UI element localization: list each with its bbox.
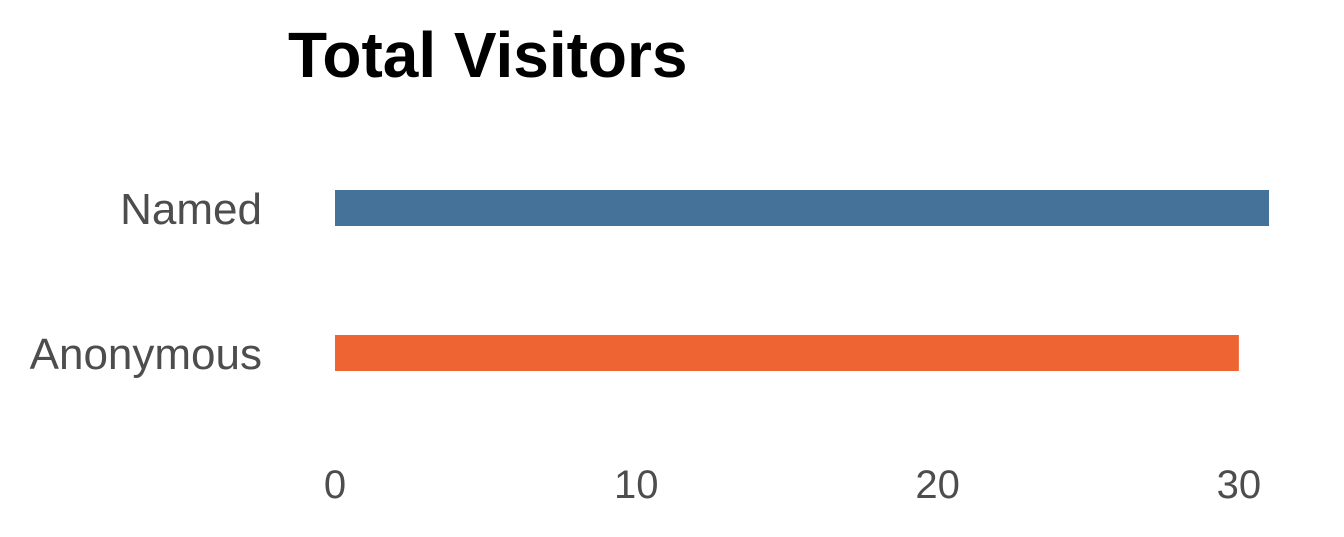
x-tick-label: 20 [915, 463, 960, 507]
bars-group [335, 190, 1269, 371]
category-labels-group: Named Anonymous [30, 185, 262, 379]
x-axis-ticks-group: 0 10 20 30 [324, 463, 1261, 507]
chart-title: Total Visitors [288, 19, 688, 91]
x-tick-label: 10 [614, 463, 659, 507]
category-label-named: Named [120, 185, 262, 234]
x-tick-label: 0 [324, 463, 346, 507]
category-label-anonymous: Anonymous [30, 330, 262, 379]
bar-named [335, 190, 1269, 226]
x-tick-label: 30 [1217, 463, 1262, 507]
bar-anonymous [335, 335, 1239, 371]
